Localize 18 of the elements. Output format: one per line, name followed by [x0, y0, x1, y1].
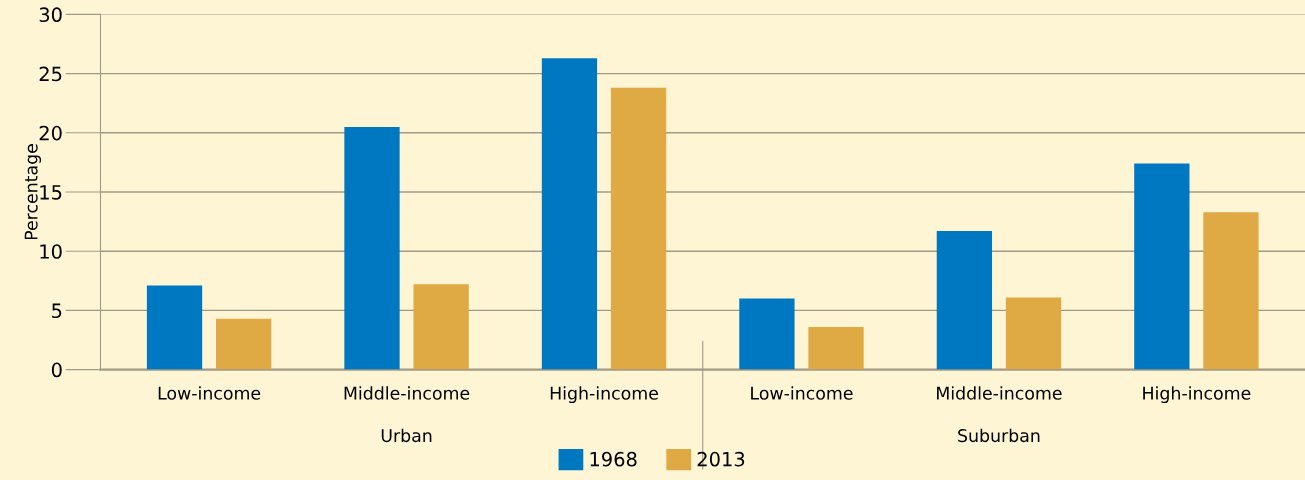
- text: Urban: [381, 428, 432, 443]
- x-tick-label: High-income: [1143, 386, 1251, 404]
- y-tick-label: 5: [52, 303, 62, 319]
- y-tick-label: 15: [40, 185, 62, 200]
- legend-label: 1968: [590, 451, 637, 467]
- y-axis-title: Percentage: [24, 144, 42, 240]
- y-tick-label: 30: [39, 7, 62, 23]
- y-tick-label: 25: [39, 66, 62, 82]
- x-tick-label: Middle-income: [937, 386, 1062, 400]
- x-tick-label: Low-income: [158, 386, 261, 400]
- x-tick-label: Low-income: [751, 386, 853, 400]
- y-tick-label: 0: [51, 362, 62, 378]
- text: Suburban: [958, 428, 1040, 443]
- x-tick-label: High-income: [550, 386, 658, 404]
- y-tick-label: 10: [40, 244, 62, 259]
- y-tick-label: 20: [39, 125, 62, 141]
- legend-label: 2013: [697, 451, 745, 467]
- x-tick-label: Middle-income: [344, 386, 470, 400]
